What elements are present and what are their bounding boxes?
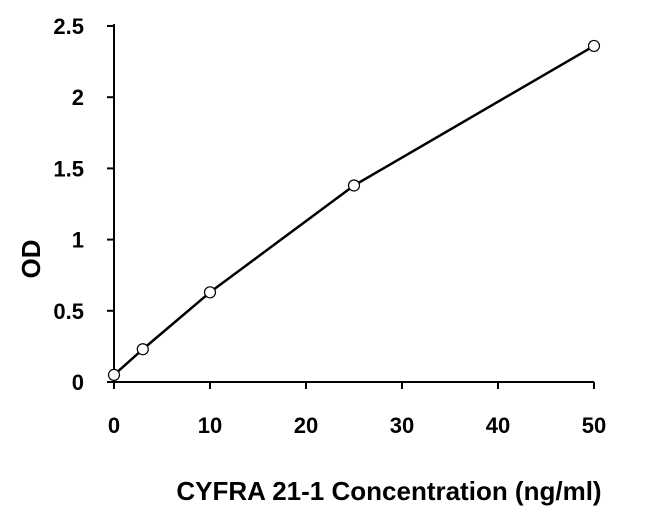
y-tick-label: 2 [72, 85, 84, 110]
x-tick-label: 10 [198, 413, 222, 438]
x-tick-label: 50 [582, 413, 606, 438]
x-tick-label: 40 [486, 413, 510, 438]
data-point [587, 39, 601, 53]
y-axis-title: OD [16, 240, 46, 279]
data-point [203, 286, 217, 299]
y-tick-label: 0.5 [53, 299, 84, 324]
data-series [107, 39, 601, 381]
y-tick-label: 1.5 [53, 156, 84, 181]
data-point [347, 179, 361, 192]
ticks: 0 0.5 1 1.5 2 2.5 0 10 20 30 40 50 [53, 14, 606, 438]
y-tick-label: 2.5 [53, 14, 84, 39]
x-tick-label: 0 [108, 413, 120, 438]
y-tick-label: 0 [72, 370, 84, 395]
data-point [107, 368, 121, 381]
x-tick-label: 20 [294, 413, 318, 438]
y-tick-label: 1 [72, 228, 84, 253]
x-tick-label: 30 [390, 413, 414, 438]
x-axis-title: CYFRA 21-1 Concentration (ng/ml) [176, 476, 601, 506]
series-line [113, 44, 595, 376]
axes [113, 24, 594, 383]
data-point [136, 343, 149, 356]
